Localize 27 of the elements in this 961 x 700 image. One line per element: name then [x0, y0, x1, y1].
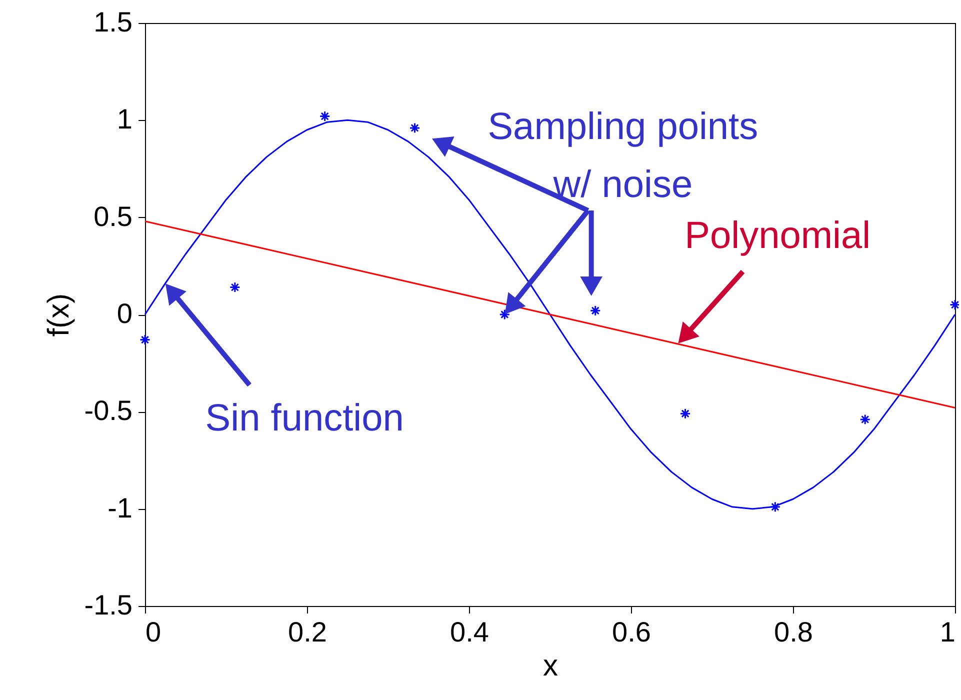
y-tick-label: 0.5 [94, 200, 132, 232]
point [590, 305, 601, 316]
point [499, 309, 510, 320]
annotation: Polynomial [684, 214, 871, 257]
annotation: Sin function [205, 397, 404, 440]
point [770, 501, 781, 512]
x-tick-label: 0.8 [774, 616, 813, 648]
x-tick-label: 0.4 [450, 616, 489, 648]
y-tick-label: -1 [108, 492, 132, 524]
x-tick-label: 1 [940, 616, 956, 648]
y-tick-label: 1 [116, 104, 132, 135]
y-tick-label: -0.5 [84, 395, 132, 426]
x-tick-label: 0 [146, 616, 162, 648]
x-axis-title: x [543, 650, 558, 682]
x-tick-label: 0.6 [612, 616, 651, 648]
y-tick-label: 1.5 [94, 6, 132, 38]
point [229, 282, 240, 293]
point [319, 110, 330, 122]
point [140, 334, 150, 346]
x-tick-label: 0.2 [288, 616, 327, 648]
point [860, 414, 871, 425]
point [680, 408, 691, 420]
y-tick-label: 0 [116, 298, 132, 329]
annotation: Sampling points w/ noise [488, 106, 758, 206]
point [409, 122, 420, 134]
y-tick-label: -1.5 [84, 590, 132, 620]
y-axis-title: f(x) [42, 293, 76, 337]
